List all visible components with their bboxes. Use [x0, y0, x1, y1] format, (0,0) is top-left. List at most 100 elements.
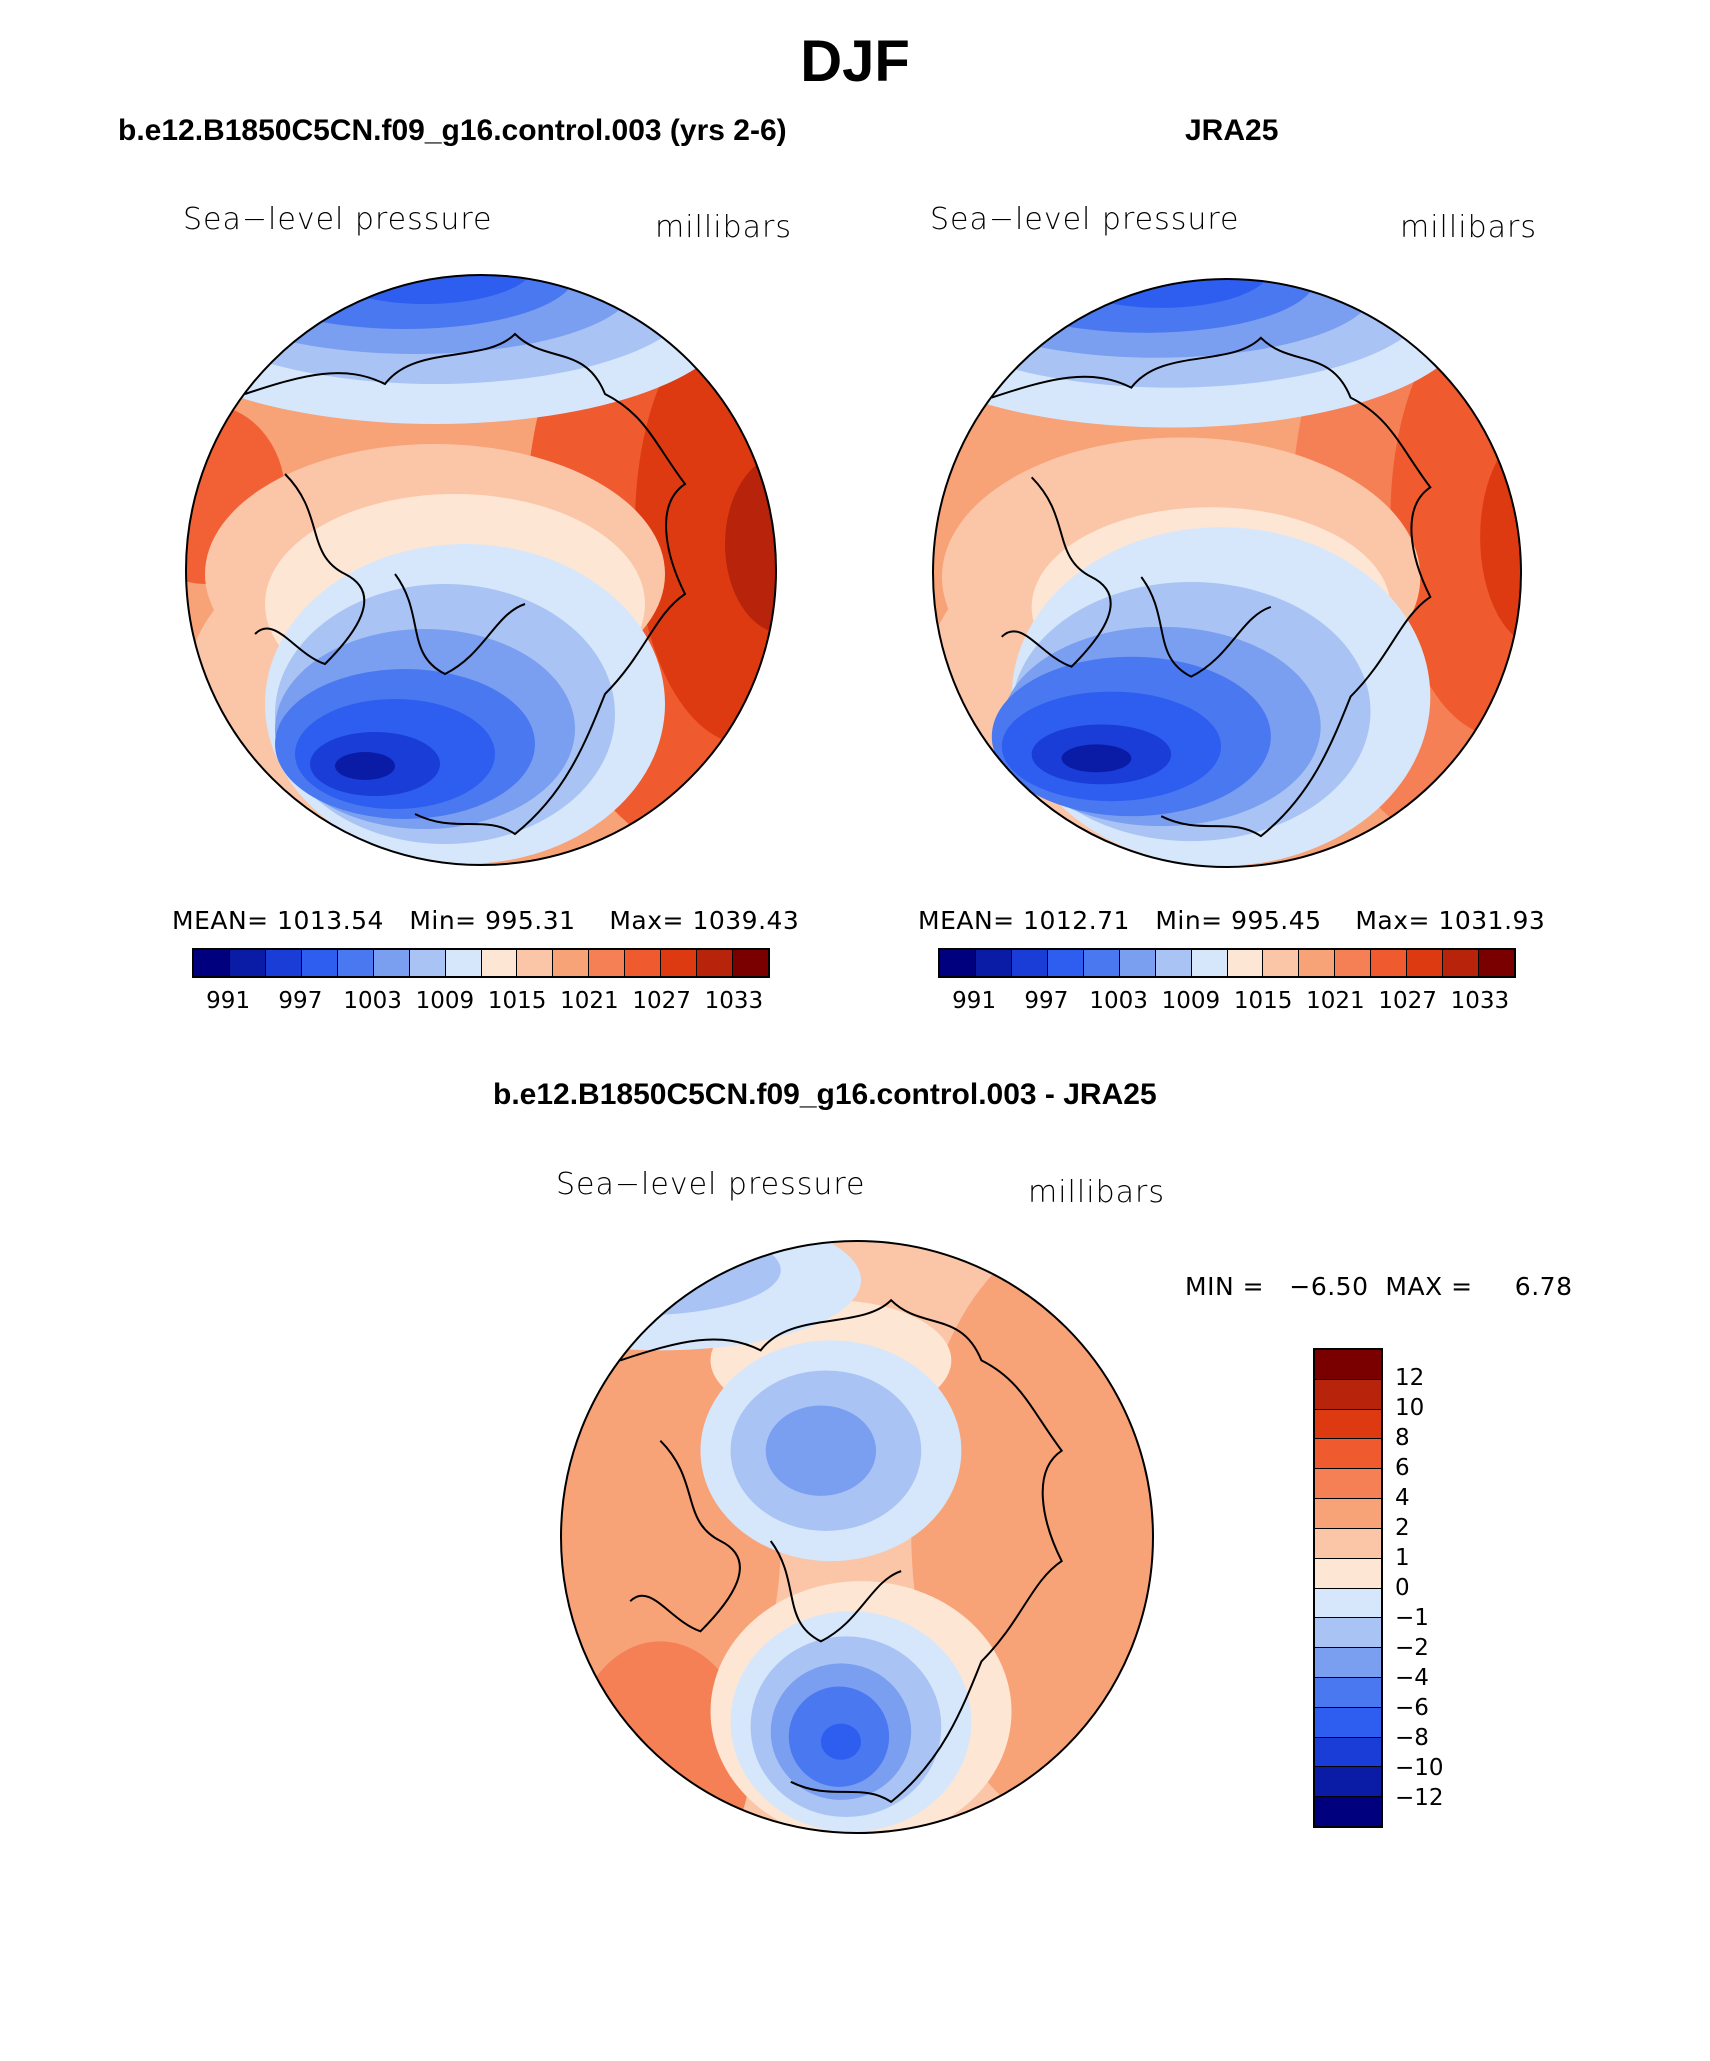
panel-1-colorbar-ticks: 991 997 1003 1009 1015 1021 1027 1033 — [192, 988, 770, 1018]
colorbar-swatch — [1315, 1677, 1381, 1708]
colorbar-swatch — [229, 950, 266, 976]
colorbar-swatch — [1155, 950, 1192, 976]
colorbar-tick-label: −10 — [1395, 1755, 1444, 1781]
panel-1-stats: MEAN= 1013.54 Min= 995.31 Max= 1039.43 — [172, 906, 799, 935]
colorbar-swatch — [1315, 1499, 1381, 1529]
colorbar-swatch — [1315, 1707, 1381, 1738]
colorbar-swatch — [337, 950, 374, 976]
diff-panel-title: b.e12.B1850C5CN.f09_g16.control.003 - JR… — [493, 1078, 1157, 1111]
colorbar-swatch — [409, 950, 446, 976]
colorbar-swatch — [697, 950, 734, 976]
colorbar-tick-label: 991 — [952, 988, 997, 1014]
colorbar-swatch — [1443, 950, 1480, 976]
panel-2-colorbar-ticks: 991 997 1003 1009 1015 1021 1027 1033 — [938, 988, 1516, 1018]
colorbar-tick-label: 6 — [1395, 1455, 1410, 1481]
colorbar-tick-label: 12 — [1395, 1365, 1425, 1391]
colorbar-swatch — [1083, 950, 1120, 976]
colorbar-swatch — [1479, 950, 1514, 976]
colorbar-swatch — [1047, 950, 1084, 976]
colorbar-tick-label: 1 — [1395, 1545, 1410, 1571]
colorbar-tick-label: 8 — [1395, 1425, 1410, 1451]
colorbar-swatch — [373, 950, 410, 976]
panel-1-polar-map — [185, 274, 777, 866]
figure-title: DJF — [800, 29, 910, 94]
panel-1-max-label: Max= — [609, 906, 684, 935]
panel-2-polar-map — [932, 278, 1522, 868]
colorbar-swatch — [1315, 1797, 1381, 1826]
panel-2-units-label: millibars — [1400, 210, 1537, 245]
colorbar-swatch — [1335, 950, 1372, 976]
colorbar-tick-label: 2 — [1395, 1515, 1410, 1541]
colorbar-swatch — [194, 950, 230, 976]
colorbar-swatch — [445, 950, 482, 976]
panel-2-mean-value: 1012.71 — [1023, 906, 1130, 935]
colorbar-swatch — [265, 950, 302, 976]
colorbar-tick-label: −6 — [1395, 1695, 1429, 1721]
colorbar-swatch — [301, 950, 338, 976]
panel-2-stats: MEAN= 1012.71 Min= 995.45 Max= 1031.93 — [918, 906, 1545, 935]
colorbar-tick-label: 997 — [278, 988, 323, 1014]
colorbar-swatch — [975, 950, 1012, 976]
colorbar-tick-label: 1003 — [1089, 988, 1148, 1014]
colorbar-swatch — [553, 950, 590, 976]
colorbar-tick-label: 1021 — [1306, 988, 1365, 1014]
colorbar-swatch — [1263, 950, 1300, 976]
colorbar-tick-label: 1015 — [487, 988, 547, 1014]
panel-2-max-value: 1031.93 — [1438, 906, 1546, 935]
panel-2-min-value: 995.45 — [1231, 906, 1322, 935]
colorbar-tick-label: 1033 — [1450, 988, 1510, 1014]
colorbar-swatch — [1315, 1618, 1381, 1649]
diff-panel-stats: MIN = −6.50 MAX = 6.78 — [1185, 1272, 1573, 1301]
colorbar-swatch — [940, 950, 976, 976]
colorbar-swatch — [1315, 1528, 1381, 1559]
colorbar-swatch — [1315, 1737, 1381, 1768]
colorbar-swatch — [1299, 950, 1336, 976]
colorbar-tick-label: 997 — [1024, 988, 1069, 1014]
colorbar-swatch — [733, 950, 768, 976]
colorbar-swatch — [1371, 950, 1408, 976]
panel-2-max-label: Max= — [1355, 906, 1430, 935]
colorbar-swatch — [1315, 1469, 1381, 1500]
colorbar-tick-label: 1027 — [1378, 988, 1437, 1014]
colorbar-swatch — [1315, 1588, 1381, 1619]
diff-panel-colorbar — [1313, 1348, 1383, 1828]
diff-panel-polar-map — [560, 1240, 1154, 1834]
colorbar-swatch — [1315, 1379, 1381, 1410]
colorbar-swatch — [517, 950, 554, 976]
colorbar-swatch — [1315, 1767, 1381, 1798]
colorbar-swatch — [1315, 1648, 1381, 1678]
colorbar-tick-label: 1009 — [415, 988, 475, 1014]
colorbar-tick-label: 1009 — [1161, 988, 1221, 1014]
colorbar-tick-label: 991 — [206, 988, 251, 1014]
colorbar-tick-label: −4 — [1395, 1665, 1429, 1691]
colorbar-swatch — [481, 950, 518, 976]
diff-panel-variable-label: Sea−level pressure — [556, 1167, 866, 1202]
panel-1-units-label: millibars — [655, 210, 792, 245]
colorbar-swatch — [1227, 950, 1264, 976]
panel-1-min-label: Min= — [409, 906, 477, 935]
colorbar-tick-label: −8 — [1395, 1725, 1429, 1751]
panel-1-mean-value: 1013.54 — [277, 906, 384, 935]
colorbar-tick-label: 4 — [1395, 1485, 1410, 1511]
colorbar-swatch — [1315, 1350, 1381, 1380]
panel-1-mean-label: MEAN= — [172, 906, 269, 935]
panel-2-title: JRA25 — [1185, 114, 1279, 147]
colorbar-tick-label: 1021 — [560, 988, 619, 1014]
colorbar-tick-label: 1015 — [1233, 988, 1293, 1014]
panel-1-colorbar — [192, 948, 770, 978]
diff-panel-units-label: millibars — [1028, 1175, 1165, 1210]
colorbar-tick-label: −2 — [1395, 1635, 1429, 1661]
panel-1-min-value: 995.31 — [485, 906, 576, 935]
colorbar-swatch — [1407, 950, 1444, 976]
panel-1-max-value: 1039.43 — [692, 906, 800, 935]
colorbar-swatch — [1315, 1439, 1381, 1470]
colorbar-tick-label: −1 — [1395, 1605, 1429, 1631]
colorbar-swatch — [1011, 950, 1048, 976]
colorbar-swatch — [625, 950, 662, 976]
colorbar-tick-label: 1003 — [343, 988, 402, 1014]
panel-2-min-label: Min= — [1155, 906, 1223, 935]
colorbar-tick-label: 1027 — [632, 988, 691, 1014]
diff-panel-colorbar-ticks: 12 10 8 6 4 2 1 0 −1 −2 −4 −6 −8 −10 −12 — [1395, 1348, 1475, 1828]
colorbar-swatch — [1315, 1409, 1381, 1440]
colorbar-tick-label: −12 — [1395, 1785, 1444, 1811]
